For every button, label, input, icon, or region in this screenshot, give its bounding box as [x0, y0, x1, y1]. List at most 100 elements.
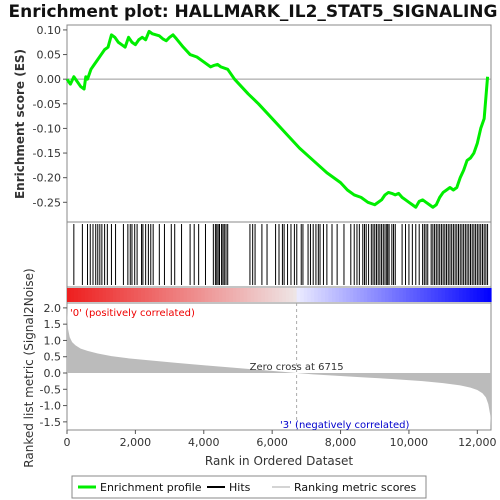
colorbar-cell	[127, 288, 132, 302]
colorbar-cell	[275, 288, 280, 302]
enrichment-profile-line	[65, 29, 490, 209]
colorbar-cell	[416, 288, 421, 302]
colorbar-cell	[459, 288, 464, 302]
colorbar-cell	[240, 288, 245, 302]
metric-y-tick-label: 1.0	[44, 334, 62, 347]
colorbar-cell	[183, 288, 188, 302]
colorbar-cell	[233, 288, 238, 302]
colorbar-cell	[201, 288, 206, 302]
ranking-metric-area	[67, 307, 491, 426]
colorbar-cell	[194, 288, 199, 302]
x-tick-label: 10,000	[390, 436, 429, 449]
es-y-tick-label: -0.15	[33, 147, 61, 160]
colorbar-cell	[339, 288, 344, 302]
colorbar-cell	[317, 288, 322, 302]
colorbar-cell	[261, 288, 266, 302]
colorbar-cell	[388, 288, 393, 302]
colorbar-cell	[413, 288, 418, 302]
es-panel-frame	[66, 24, 492, 223]
colorbar-cell	[268, 288, 273, 302]
ranking-colorbar	[66, 286, 492, 304]
colorbar-cell	[349, 288, 354, 302]
es-y-tick-label: -0.10	[33, 122, 61, 135]
colorbar-cell	[155, 288, 160, 302]
x-tick-label: 6,000	[256, 436, 288, 449]
colorbar-cell	[452, 288, 457, 302]
hits-panel	[66, 221, 492, 288]
colorbar-cell	[197, 288, 202, 302]
colorbar-cell	[466, 288, 471, 302]
colorbar-cell	[144, 288, 149, 302]
colorbar-cell	[130, 288, 135, 302]
colorbar-cell	[328, 288, 333, 302]
colorbar-cell	[123, 288, 128, 302]
colorbar-cell	[395, 288, 400, 302]
colorbar-cell	[385, 288, 390, 302]
colorbar-cell	[137, 288, 142, 302]
colorbar-cell	[303, 288, 308, 302]
metric-y-tick-label: 0.5	[44, 351, 62, 364]
colorbar-cell	[229, 288, 234, 302]
colorbar-cell	[264, 288, 269, 302]
colorbar-cell	[95, 288, 100, 302]
metric-y-tick-label: 1.5	[44, 318, 62, 331]
x-tick-label: 8,000	[325, 436, 357, 449]
colorbar-cell	[353, 288, 358, 302]
es-y-tick-label: 0.05	[37, 49, 62, 62]
colorbar-cell	[423, 288, 428, 302]
colorbar-cell	[120, 288, 125, 302]
colorbar-cell	[420, 288, 425, 302]
colorbar-cell	[430, 288, 436, 302]
colorbar-cell	[187, 288, 192, 302]
colorbar-cell	[392, 288, 397, 302]
colorbar-cell	[102, 288, 107, 302]
colorbar-cell	[402, 288, 407, 302]
colorbar-cell	[483, 288, 489, 302]
es-y-tick-label: -0.25	[33, 196, 61, 209]
colorbar-cell	[222, 288, 227, 302]
colorbar-cell	[370, 288, 375, 302]
x-tick-label: 0	[64, 436, 71, 449]
colorbar-cell	[321, 288, 326, 302]
colorbar-cell	[74, 288, 79, 302]
colorbar-cell	[173, 288, 178, 302]
colorbar-cell	[215, 288, 220, 302]
es-y-axis: 0.10 0.05 0.00 -0.05 -0.10 -0.15 -0.20 -0.25	[33, 24, 67, 209]
metric-y-tick-label: -1.5	[40, 416, 61, 429]
colorbar-cell	[363, 288, 368, 302]
metric-y-axis-title: Ranked list metric (Signal2Noise)	[22, 268, 36, 467]
colorbar-cell	[218, 288, 224, 302]
metric-y-tick-label: 0.0	[44, 367, 62, 380]
colorbar-cell	[356, 288, 361, 302]
colorbar-cell	[360, 288, 365, 302]
colorbar-cell	[427, 288, 432, 302]
colorbar-cell	[141, 288, 146, 302]
colorbar-cell	[98, 288, 103, 302]
metric-panel: 2.0 1.5 1.0 0.5 0.0 -0.5 -1.0 -1.5 0 2,000 4,000 6…	[22, 268, 497, 468]
colorbar-cell	[286, 288, 291, 302]
colorbar-cell	[151, 288, 156, 302]
legend-enrichment-label: Enrichment profile	[100, 481, 202, 494]
colorbar-cell	[438, 288, 443, 302]
colorbar-cell	[324, 288, 330, 302]
colorbar-cell	[441, 288, 446, 302]
colorbar-cell	[310, 288, 315, 302]
colorbar-cell	[211, 288, 216, 302]
colorbar-cell	[112, 288, 118, 302]
colorbar-cell	[162, 288, 167, 302]
colorbar-cell	[289, 288, 294, 302]
colorbar-cell	[243, 288, 248, 302]
negative-correlation-label: '3' (negatively correlated)	[280, 420, 409, 431]
colorbar-cell	[455, 288, 460, 302]
colorbar-cell	[70, 288, 75, 302]
positive-correlation-label: '0' (positively correlated)	[70, 308, 195, 319]
metric-y-axis: 2.0 1.5 1.0 0.5 0.0 -0.5 -1.0 -1.5	[40, 302, 67, 429]
colorbar-cell	[335, 288, 340, 302]
legend-ranking-label: Ranking metric scores	[294, 481, 416, 494]
colorbar-cell	[480, 288, 485, 302]
colorbar-cell	[204, 288, 209, 302]
colorbar-cell	[247, 288, 252, 302]
legend-frame	[71, 475, 427, 499]
colorbar-cell	[84, 288, 89, 302]
